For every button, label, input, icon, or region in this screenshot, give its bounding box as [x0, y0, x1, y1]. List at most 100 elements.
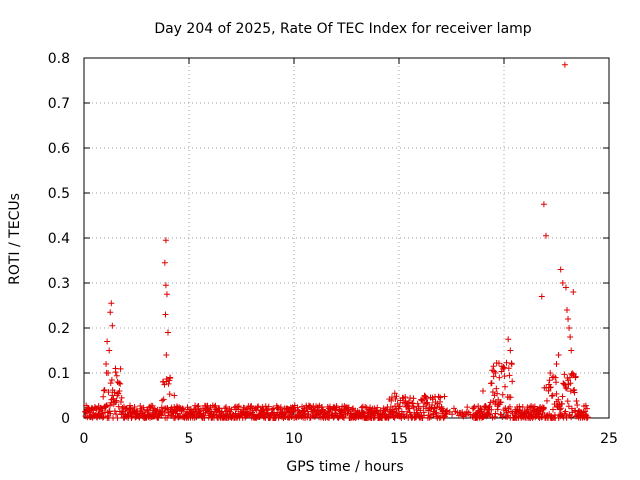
data-point: [117, 399, 124, 406]
data-point: [495, 360, 502, 367]
data-point: [171, 392, 178, 399]
y-tick-label: 0.1: [48, 366, 70, 382]
x-tick-label: 5: [185, 431, 194, 447]
data-point: [388, 397, 395, 404]
data-point: [572, 374, 579, 381]
data-point: [486, 403, 493, 410]
data-point: [555, 352, 562, 358]
data-point: [506, 403, 513, 410]
data-point: [232, 410, 239, 417]
data-point: [567, 388, 574, 395]
data-point: [162, 311, 169, 318]
data-point: [116, 387, 123, 394]
data-point: [388, 394, 395, 401]
data-point: [160, 396, 167, 403]
data-point: [117, 365, 124, 372]
data-point: [567, 334, 574, 340]
data-point: [404, 408, 411, 415]
data-point: [487, 399, 494, 406]
data-point: [349, 406, 356, 413]
data-point: [570, 289, 577, 295]
data-point: [414, 400, 421, 407]
data-point: [163, 352, 170, 358]
data-point: [409, 399, 416, 406]
data-point: [477, 405, 484, 412]
data-point: [223, 404, 230, 411]
data-point: [163, 376, 170, 383]
data-point: [480, 388, 486, 394]
grid-lines: [84, 58, 609, 418]
data-point: [547, 384, 554, 391]
data-point: [114, 379, 121, 385]
data-point: [161, 259, 168, 266]
data-point: [548, 392, 555, 399]
data-point: [555, 396, 562, 403]
data-point: [235, 403, 242, 410]
data-point: [509, 378, 516, 385]
data-point: [564, 385, 570, 392]
data-point: [567, 380, 574, 387]
data-point: [557, 266, 564, 273]
data-point: [371, 412, 378, 419]
data-point: [105, 389, 112, 396]
data-point: [501, 364, 508, 371]
data-point: [507, 347, 514, 354]
data-point: [568, 414, 575, 421]
data-point: [564, 307, 570, 313]
data-point: [127, 405, 134, 412]
y-axis-label: ROTI / TECUs: [7, 193, 23, 285]
data-points: [82, 61, 591, 421]
data-point: [255, 403, 262, 410]
y-tick-label: 0.5: [48, 186, 70, 202]
data-point: [111, 389, 118, 396]
data-point: [549, 392, 556, 399]
data-point: [107, 309, 114, 316]
data-point: [565, 403, 572, 410]
data-point: [488, 380, 495, 387]
y-tick-label: 0.2: [48, 321, 70, 337]
x-tick-label: 10: [285, 431, 303, 447]
data-point: [547, 370, 554, 376]
data-point: [553, 361, 560, 367]
data-point: [505, 365, 512, 372]
data-point: [103, 402, 110, 409]
data-point: [405, 399, 412, 406]
data-point: [107, 410, 114, 417]
data-point: [140, 404, 147, 411]
data-point: [562, 284, 569, 291]
data-point: [545, 387, 552, 394]
data-point: [163, 291, 170, 298]
data-point: [574, 402, 581, 409]
data-point: [543, 397, 550, 404]
data-point: [396, 403, 403, 410]
data-point: [437, 394, 444, 401]
data-point: [529, 414, 536, 421]
data-point: [417, 407, 424, 414]
data-point: [540, 404, 547, 411]
data-point: [433, 409, 440, 416]
data-point: [161, 381, 168, 388]
data-point: [492, 410, 499, 417]
data-point: [450, 405, 457, 412]
data-point: [165, 329, 171, 336]
data-point: [393, 393, 400, 400]
data-point: [114, 414, 121, 421]
data-point: [507, 394, 514, 401]
data-point: [502, 383, 509, 390]
data-point: [418, 397, 425, 404]
data-point: [500, 364, 507, 371]
data-point: [537, 413, 544, 420]
data-point: [584, 405, 591, 412]
data-point: [159, 397, 166, 404]
data-point: [241, 404, 248, 411]
data-point: [108, 376, 115, 383]
data-point: [127, 402, 134, 409]
data-point: [568, 347, 575, 354]
data-point: [100, 393, 107, 400]
data-point: [504, 413, 511, 420]
data-point: [490, 363, 497, 370]
data-point: [265, 403, 272, 410]
data-point: [208, 408, 215, 415]
chart-title: Day 204 of 2025, Rate Of TEC Index for r…: [154, 21, 531, 37]
data-point: [561, 61, 568, 68]
